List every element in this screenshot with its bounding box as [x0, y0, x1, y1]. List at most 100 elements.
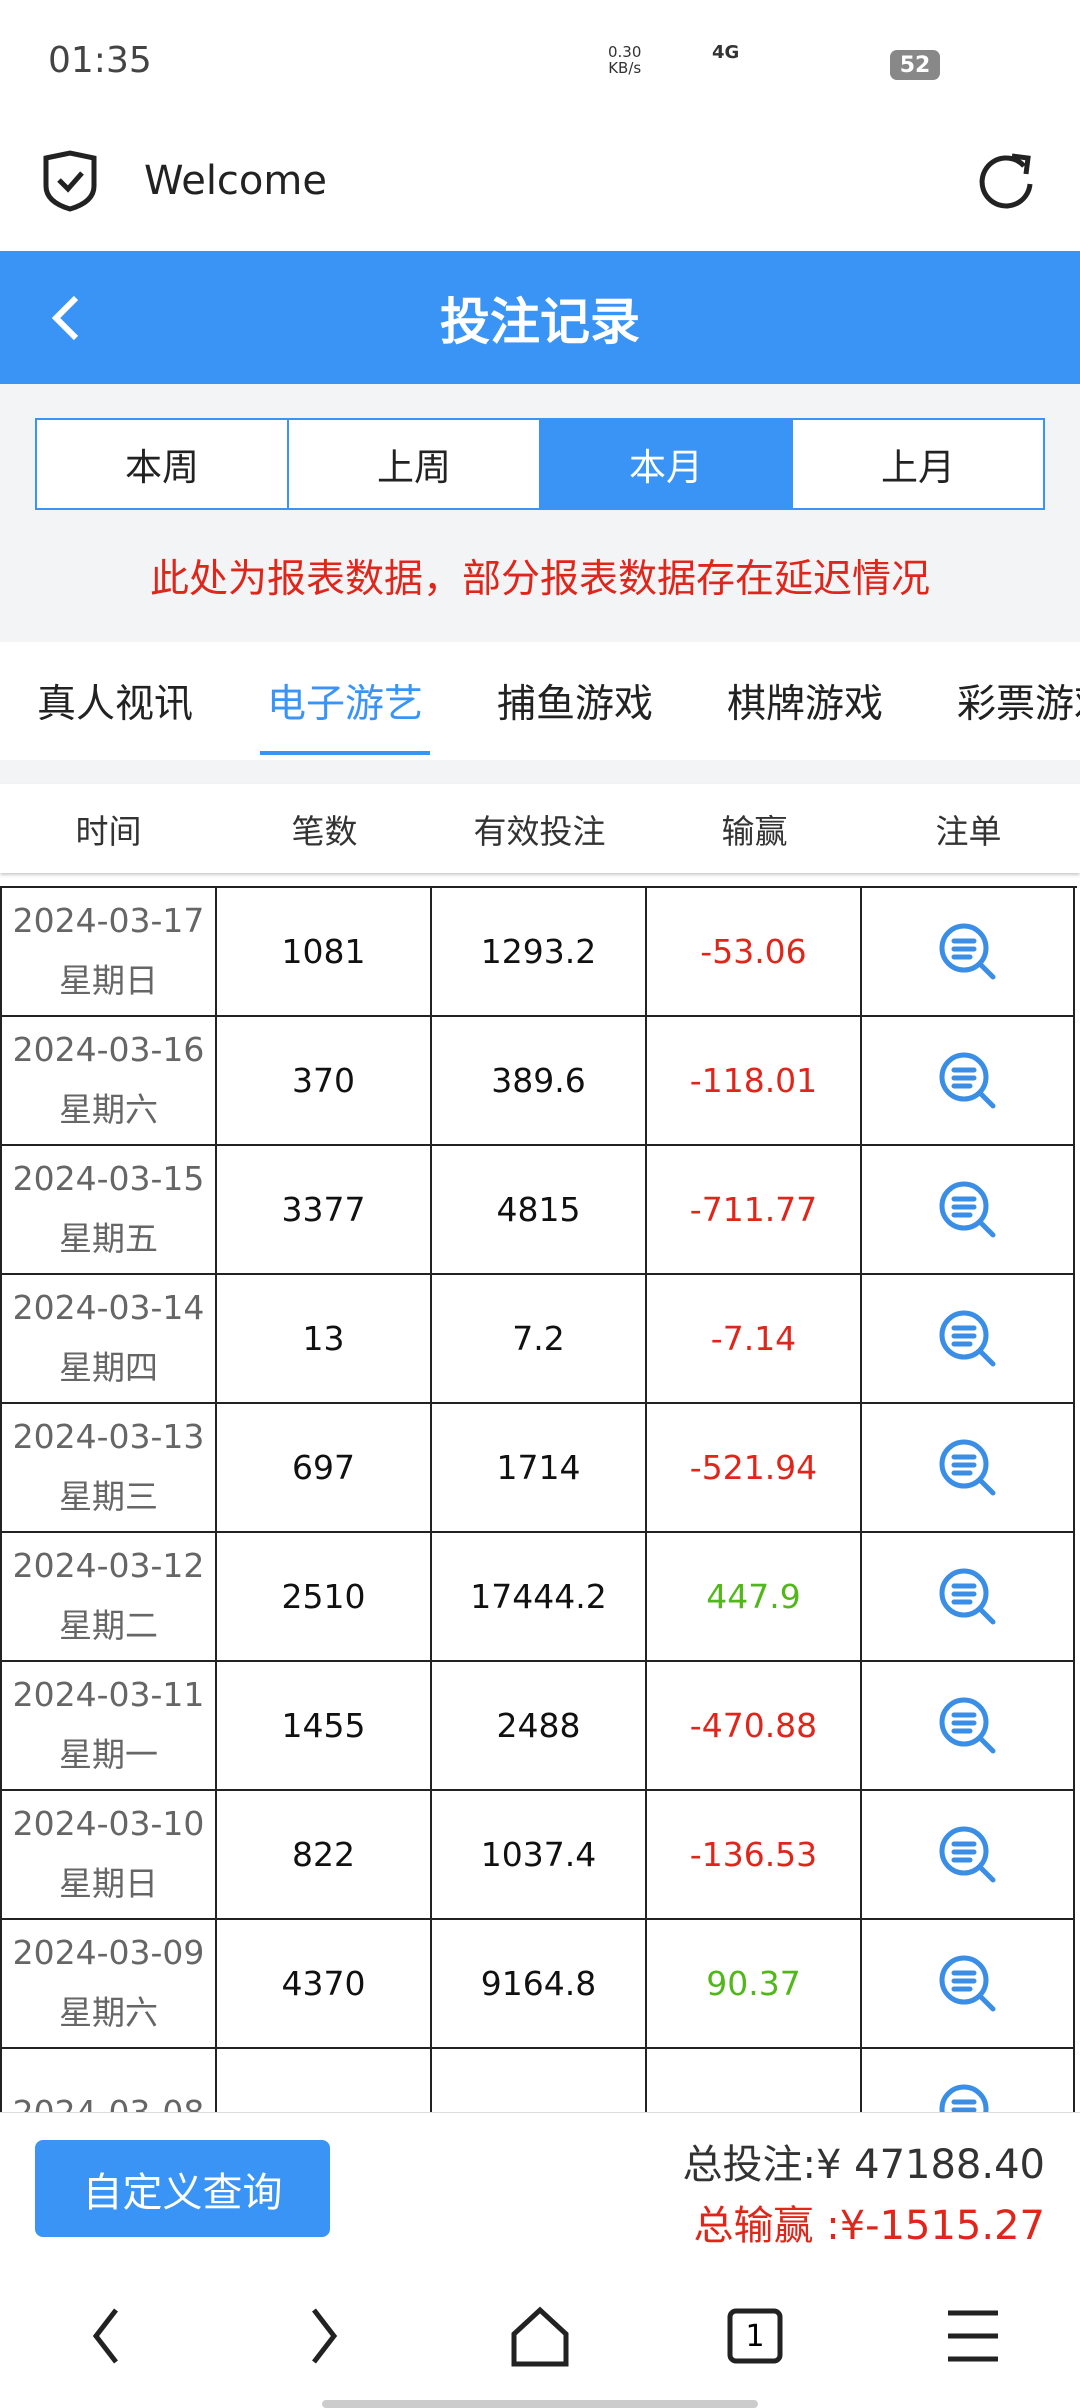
- reload-icon[interactable]: [976, 152, 1036, 212]
- valid-bet-cell: 1293.2: [432, 888, 647, 1017]
- win-loss: -53.06: [700, 932, 807, 971]
- column-header: 注单: [935, 811, 1002, 851]
- count: 4370: [281, 1964, 366, 2003]
- category-tab[interactable]: 棋牌游戏: [726, 682, 883, 727]
- detail-icon[interactable]: [937, 1050, 999, 1112]
- weekday: 星期六: [59, 1993, 158, 2032]
- count-cell: 1081: [217, 888, 432, 1017]
- detail-cell: [862, 1275, 1075, 1404]
- period-tab[interactable]: 上月: [791, 420, 1043, 508]
- detail-icon[interactable]: [937, 1437, 999, 1499]
- shield-icon: [43, 150, 97, 212]
- nav-forward[interactable]: [312, 2308, 338, 2364]
- nav-tabs[interactable]: [727, 2308, 783, 2364]
- win-loss: 90.37: [706, 1964, 801, 2003]
- detail-icon[interactable]: [937, 1953, 999, 2015]
- category-tab[interactable]: 彩票游戏: [956, 682, 1080, 727]
- count: 13: [302, 1319, 345, 1358]
- date-cell: 2024-03-09 星期六: [0, 1920, 217, 2049]
- date-cell: 2024-03-13 星期三: [0, 1404, 217, 1533]
- back-button[interactable]: [48, 294, 84, 342]
- win-loss: -118.01: [689, 1061, 818, 1100]
- valid-bet-cell: 1714: [432, 1404, 647, 1533]
- weekday: 星期日: [59, 1864, 158, 1903]
- category-tab[interactable]: 真人视讯: [36, 682, 193, 727]
- detail-icon[interactable]: [937, 921, 999, 983]
- weekday: 星期三: [59, 1477, 158, 1516]
- valid-bet: 17444.2: [470, 1577, 607, 1616]
- count: 822: [292, 1835, 355, 1874]
- win-loss: 447.9: [706, 1577, 801, 1616]
- detail-cell: [862, 888, 1075, 1017]
- time: 01:35: [48, 40, 152, 81]
- count-cell: 822: [217, 1791, 432, 1920]
- date-cell: 2024-03-17 星期日: [0, 888, 217, 1017]
- detail-icon[interactable]: [937, 2082, 999, 2113]
- date: 2024-03-08: [13, 2093, 205, 2112]
- win-loss-cell: -136.53: [647, 1791, 862, 1920]
- detail-icon[interactable]: [937, 1308, 999, 1370]
- detail-icon[interactable]: [937, 1179, 999, 1241]
- detail-icon[interactable]: [937, 1566, 999, 1628]
- win-loss-cell: -711.77: [647, 1146, 862, 1275]
- date: 2024-03-15: [12, 1159, 205, 1198]
- nav-home[interactable]: [511, 2306, 569, 2367]
- date: 2024-03-17: [12, 901, 205, 940]
- category-tab[interactable]: 捕鱼游戏: [496, 682, 653, 727]
- total-bet: 总投注:¥ 47188.40: [682, 2142, 1046, 2188]
- date-cell: 2024-03-12 星期二: [0, 1533, 217, 1662]
- table-top-rule: [0, 886, 1077, 888]
- valid-bet-cell: 4815: [432, 1146, 647, 1275]
- count: 370: [292, 1061, 355, 1100]
- detail-cell: [862, 1146, 1075, 1275]
- detail-cell: [862, 1017, 1075, 1146]
- column-header: 输赢: [721, 811, 788, 851]
- win-loss: -711.77: [689, 1190, 818, 1229]
- date-cell: 2024-03-16 星期六: [0, 1017, 217, 1146]
- detail-cell: [862, 2049, 1075, 2112]
- net-speed: 0.30 KB/s: [608, 44, 641, 76]
- category-tab[interactable]: 电子游艺: [266, 682, 423, 727]
- date-cell: 2024-03-11 星期一: [0, 1662, 217, 1791]
- network: 4G: [712, 42, 740, 63]
- table-body: 2024-03-17 星期日 1081 1293.2 -53.06 2024-03-16 星…: [0, 876, 1080, 2112]
- column-header: 时间: [75, 811, 142, 851]
- battery: 52: [890, 50, 940, 80]
- detail-icon[interactable]: [937, 1824, 999, 1886]
- win-loss-cell: -470.88: [647, 1662, 862, 1791]
- weekday: 星期日: [59, 961, 158, 1000]
- count: 2510: [281, 1577, 366, 1616]
- win-loss-cell: 447.9: [647, 1533, 862, 1662]
- weekday: 星期一: [59, 1735, 158, 1774]
- valid-bet-cell: [432, 2049, 647, 2112]
- period-tab[interactable]: 上周: [287, 420, 539, 508]
- count-cell: 4370: [217, 1920, 432, 2049]
- valid-bet-cell: 7.2: [432, 1275, 647, 1404]
- valid-bet-cell: 389.6: [432, 1017, 647, 1146]
- header: 投注记录: [0, 251, 1080, 384]
- period-tab[interactable]: 本周: [37, 420, 287, 508]
- date: 2024-03-16: [12, 1030, 205, 1069]
- count: 1455: [281, 1706, 366, 1745]
- win-loss: -7.14: [710, 1319, 797, 1358]
- date-cell: 2024-03-08: [0, 2049, 217, 2112]
- column-header: 有效投注: [473, 811, 606, 851]
- count: 3377: [281, 1190, 366, 1229]
- nav-menu[interactable]: [948, 2310, 998, 2362]
- detail-icon[interactable]: [937, 1695, 999, 1757]
- active-underline: [260, 751, 430, 755]
- valid-bet: 1037.4: [480, 1835, 597, 1874]
- custom-query-button[interactable]: 自定义查询: [35, 2140, 330, 2237]
- detail-cell: [862, 1791, 1075, 1920]
- speed: 0.30: [608, 43, 642, 61]
- count-cell: 2510: [217, 1533, 432, 1662]
- date-cell: 2024-03-14 星期四: [0, 1275, 217, 1404]
- period-tab[interactable]: 本月: [539, 420, 791, 508]
- weekday: 星期二: [59, 1606, 158, 1645]
- date: 2024-03-09: [12, 1933, 205, 1972]
- detail-cell: [862, 1920, 1075, 2049]
- date-cell: 2024-03-10 星期日: [0, 1791, 217, 1920]
- table-header: 时间 笔数 有效投注 输赢 注单: [0, 784, 1080, 873]
- nav-back[interactable]: [92, 2308, 118, 2364]
- valid-bet-cell: 17444.2: [432, 1533, 647, 1662]
